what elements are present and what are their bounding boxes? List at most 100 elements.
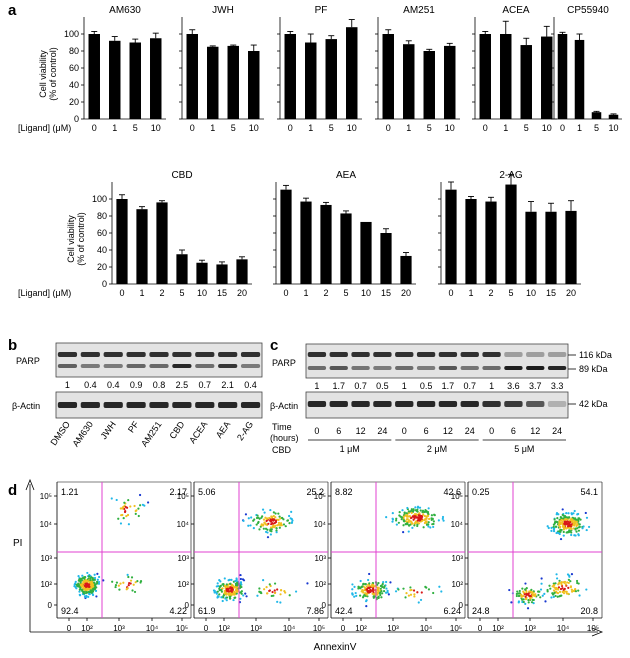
event-dot (286, 519, 290, 522)
event-dot (379, 593, 382, 597)
event-dot (218, 593, 221, 596)
event-dot (522, 598, 525, 601)
event-dot (355, 594, 358, 597)
event-dot (555, 531, 558, 535)
event-dot (259, 591, 262, 594)
parp-band-cleaved (149, 364, 169, 368)
event-dot (85, 579, 88, 583)
event-dot (242, 519, 245, 522)
event-dot (126, 573, 129, 576)
event-dot (132, 583, 135, 586)
parp-blot (55, 342, 263, 378)
event-dot (377, 586, 380, 589)
bar-chart-cbd: 0 20 40 60 80 100 CBD 0 1 2 5 10 15 20 Cell viability(… (18, 170, 252, 298)
event-dot (403, 511, 406, 514)
event-dot (441, 515, 445, 519)
event-dot (134, 581, 137, 584)
event-dot (126, 513, 130, 517)
event-dot (229, 586, 232, 589)
event-dot (425, 586, 428, 589)
event-dot (126, 587, 129, 590)
event-dot (401, 509, 404, 512)
event-dot (537, 593, 540, 597)
event-dot (557, 513, 560, 516)
y-tick-label: 10² (314, 580, 326, 589)
event-dot (410, 522, 414, 525)
event-dot (267, 522, 270, 525)
event-dot (406, 518, 409, 521)
event-dot (426, 511, 429, 514)
event-dot (565, 590, 568, 593)
event-dot (430, 514, 434, 517)
event-dot (289, 517, 292, 520)
chart-title: AM251 (403, 5, 435, 16)
x-tick-label: 0 (283, 288, 288, 298)
actin-band (195, 402, 215, 408)
bar (400, 255, 412, 284)
x-tick-label: 10⁴ (283, 624, 296, 633)
parp-band-full (395, 352, 414, 357)
bar-chart-am251: AM251 0 1 5 10 (375, 5, 460, 133)
time-label: 0 (402, 426, 407, 436)
event-dot (257, 516, 260, 519)
parp-ratio: 1 (489, 381, 494, 391)
x-tick-label: 10³ (250, 624, 262, 633)
event-dot (262, 518, 266, 521)
quadrant-lower-left: 42.4 (335, 606, 353, 616)
parp-ratio: 0.5 (376, 381, 389, 391)
event-dot (409, 593, 413, 596)
event-dot (146, 501, 150, 504)
event-dot (576, 522, 579, 526)
event-dot (262, 527, 265, 530)
parp-band-full (172, 352, 192, 357)
x-tick-label: 10⁴ (420, 624, 433, 633)
event-dot (264, 523, 268, 526)
x-tick-label: 5 (179, 288, 184, 298)
event-dot (413, 513, 417, 516)
parp-band-full (504, 352, 523, 357)
event-dot (96, 572, 99, 575)
event-dot (565, 523, 569, 526)
event-dot (564, 521, 567, 524)
chart-title: AEA (336, 170, 356, 181)
x-tick-label: 10⁴ (146, 624, 159, 633)
y-tick-label: 10⁵ (177, 492, 189, 501)
event-dot (558, 595, 561, 598)
event-dot (564, 515, 567, 519)
parp-band-cleaved (504, 366, 523, 370)
event-dot (572, 523, 575, 526)
x-tick-label: 1 (406, 123, 411, 133)
event-dot (383, 585, 386, 588)
event-dot (268, 589, 271, 593)
bar-chart-acea: ACEA 0 1 5 10 (472, 5, 557, 133)
event-dot (419, 509, 422, 512)
event-dot (570, 518, 573, 521)
event-dot (520, 594, 523, 598)
y-tick-label: 100 (92, 194, 107, 204)
event-dot (269, 508, 272, 512)
parp-ratio: 0.8 (153, 380, 166, 390)
y-tick-label: 10⁴ (177, 520, 190, 529)
bar (479, 34, 491, 119)
x-tick-label: 0 (204, 624, 209, 633)
event-dot (418, 506, 422, 509)
parp-label: PARP (272, 358, 296, 368)
actin-band (416, 401, 436, 407)
event-dot (410, 508, 413, 511)
event-dot (266, 592, 269, 595)
event-dot (87, 595, 90, 598)
bar (505, 184, 517, 284)
event-dot (423, 514, 426, 518)
x-tick-label: 0 (386, 123, 391, 133)
event-dot (552, 589, 556, 592)
event-dot (247, 524, 250, 527)
event-dot (235, 590, 239, 593)
actin-band (395, 401, 414, 407)
event-dot (362, 582, 365, 586)
event-dot (361, 590, 364, 593)
x-tick-label: 10² (81, 624, 93, 633)
event-dot (402, 519, 406, 523)
event-dot (414, 506, 417, 509)
event-dot (117, 517, 120, 520)
